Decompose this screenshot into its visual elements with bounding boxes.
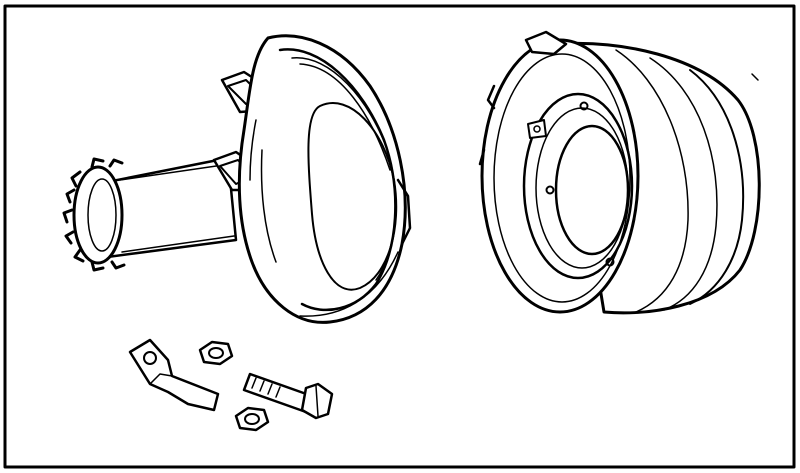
mounting-tube <box>90 156 238 260</box>
toothed-collar <box>62 157 126 272</box>
mounting-bracket <box>128 338 220 412</box>
headlamp-body-assembly <box>62 34 412 324</box>
retaining-ring <box>522 92 634 280</box>
screw-hole <box>545 185 555 195</box>
nut <box>234 406 270 432</box>
light-unit-rim-assembly <box>478 30 761 315</box>
lens <box>554 124 630 256</box>
figure-frame <box>3 4 796 469</box>
reflector-bowl <box>237 34 412 324</box>
bolt <box>242 372 334 420</box>
adjuster-tab <box>527 119 547 139</box>
screw-hole <box>605 257 615 267</box>
nut <box>198 340 234 366</box>
screw-hole <box>579 101 589 111</box>
top-clip <box>524 30 568 56</box>
